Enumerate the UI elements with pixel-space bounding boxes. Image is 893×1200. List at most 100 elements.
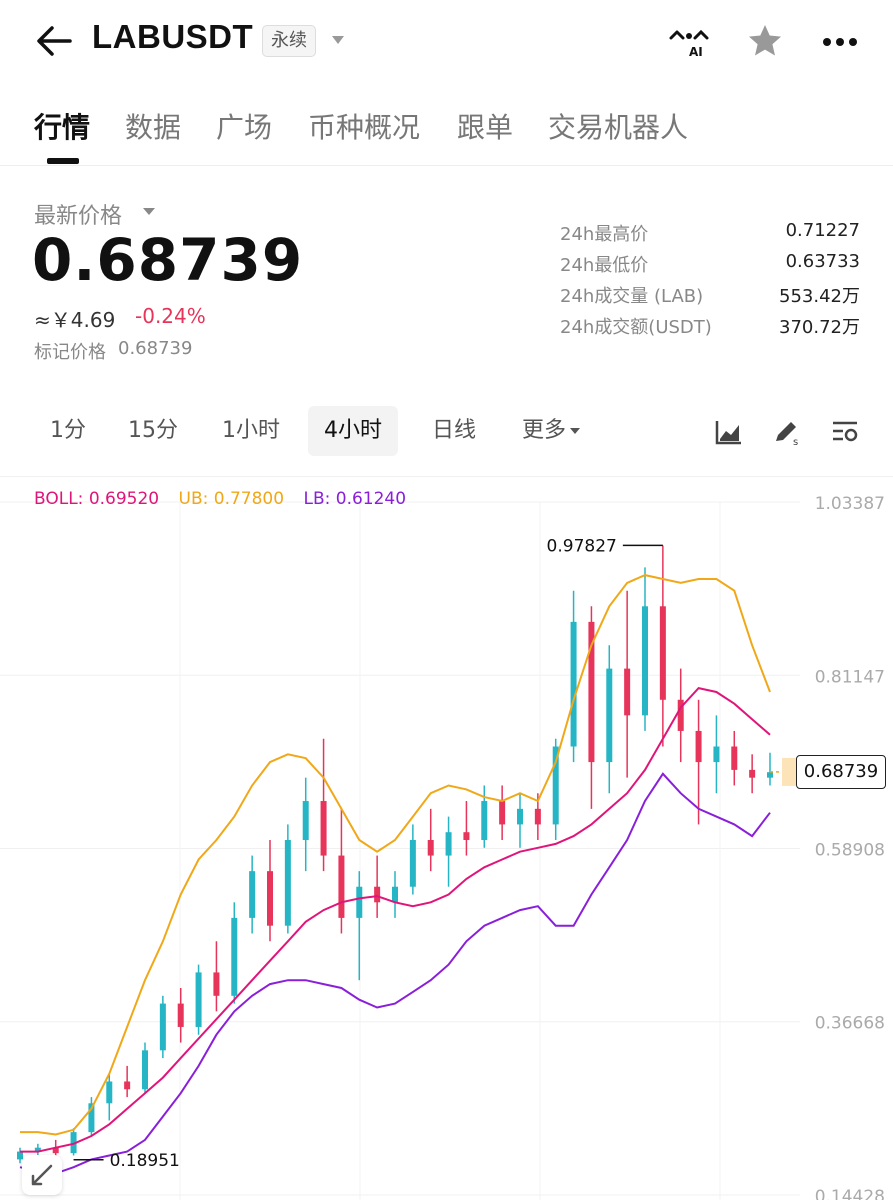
symbol-title[interactable]: LABUSDT: [92, 18, 254, 55]
candle-body: [284, 839, 291, 926]
stat-row: 24h成交量 (LAB) 553.42万: [560, 282, 860, 313]
candle-body: [427, 839, 434, 856]
candle-body: [302, 801, 309, 840]
candle-body: [70, 1132, 77, 1154]
tab-data[interactable]: 数据: [125, 111, 182, 144]
tab-market[interactable]: 行情: [34, 111, 91, 144]
tab-coin-overview[interactable]: 币种概况: [308, 111, 421, 144]
candle-body: [606, 668, 613, 763]
price-chart[interactable]: 1.03387 0.81147 0.58908 0.36668 0.14428 0.978…: [0, 476, 893, 1200]
stat-value: 553.42万: [779, 286, 860, 307]
candle-body: [570, 621, 577, 747]
stat-label: 24h最高价: [560, 224, 649, 245]
boll-upper-value: UB: 0.77800: [178, 489, 285, 509]
candle-body: [445, 832, 452, 856]
candle-body: [642, 606, 648, 716]
candle-body: [124, 1081, 131, 1090]
candle-body: [659, 606, 666, 700]
main-tabs: 行情 数据 广场 币种概况 跟单 交易机器人: [0, 96, 893, 166]
mark-price-label: 标记价格: [34, 342, 106, 363]
stat-row: 24h最高价 0.71227: [560, 220, 860, 251]
chart-settings-icon[interactable]: [830, 417, 860, 447]
ai-assistant-icon[interactable]: AI: [667, 28, 713, 58]
stat-row: 24h成交额(USDT) 370.72万: [560, 313, 860, 344]
price-type-caret-icon[interactable]: [143, 208, 155, 215]
tab-copy-trading[interactable]: 跟单: [457, 111, 514, 144]
stat-label: 24h最低价: [560, 255, 649, 276]
candle-body: [338, 855, 345, 918]
stat-value: 370.72万: [779, 317, 860, 338]
candle-body: [552, 746, 559, 825]
candle-body: [52, 1147, 59, 1154]
tab-trading-bots[interactable]: 交易机器人: [548, 111, 689, 144]
timeframe-1m[interactable]: 1分: [50, 418, 86, 443]
candle-body: [695, 730, 702, 763]
timeframe-4h[interactable]: 4小时: [308, 406, 398, 456]
timeframe-1d[interactable]: 日线: [432, 418, 477, 443]
svg-text:s: s: [793, 437, 798, 447]
candle-body: [731, 746, 738, 770]
favorite-star-icon[interactable]: [746, 22, 784, 60]
stat-label: 24h成交量 (LAB): [560, 286, 704, 307]
candle-body: [624, 668, 631, 716]
candle-body: [481, 801, 488, 840]
drawing-tools-icon[interactable]: s: [772, 417, 802, 447]
last-price: 0.68739: [32, 226, 304, 294]
candle-body: [463, 832, 470, 840]
active-tab-indicator: [47, 158, 79, 164]
boll-upper-line: [20, 574, 771, 1136]
candle-body: [534, 808, 541, 825]
boll-lower-line: [19, 772, 771, 1175]
mark-price-value: 0.68739: [118, 338, 193, 359]
symbol-dropdown-caret-icon[interactable]: [332, 36, 344, 44]
current-price-marker: [782, 757, 796, 786]
candle-body: [17, 1151, 23, 1160]
stat-value: 0.71227: [785, 220, 860, 241]
timeframe-more[interactable]: 更多: [506, 406, 596, 456]
max-price-marker: 0.97827: [547, 536, 617, 556]
candle-body: [320, 801, 327, 856]
candle-body: [517, 808, 523, 825]
stat-value: 0.63733: [785, 251, 860, 272]
svg-text:AI: AI: [689, 45, 703, 58]
y-axis-tick-label: 0.14428: [815, 1187, 885, 1200]
contract-type-badge: 永续: [262, 25, 316, 57]
candle-body: [392, 886, 398, 903]
y-axis-tick-label: 1.03387: [815, 494, 885, 514]
boll-mid-value: BOLL: 0.69520: [34, 489, 160, 509]
candle-body: [499, 801, 506, 825]
timeframe-15m[interactable]: 15分: [128, 418, 178, 443]
candle-body: [34, 1147, 41, 1152]
candle-body: [356, 886, 363, 918]
candle-body: [249, 871, 256, 918]
chevron-down-icon: [570, 428, 581, 434]
candle-body: [713, 746, 720, 763]
candlestick-chart[interactable]: 1.03387 0.81147 0.58908 0.36668 0.14428 0.978…: [0, 477, 893, 1200]
price-change-percent: -0.24%: [135, 304, 206, 328]
stat-row: 24h最低价 0.63733: [560, 251, 860, 282]
y-axis-tick-label: 0.36668: [815, 1014, 885, 1034]
latest-price-label[interactable]: 最新价格: [34, 204, 123, 229]
candle-body: [374, 886, 381, 903]
y-axis-tick-label: 0.81147: [815, 667, 885, 687]
boll-legend: BOLL: 0.69520 UB: 0.77800 LB: 0.61240: [34, 489, 420, 509]
tab-square[interactable]: 广场: [216, 111, 273, 144]
24h-stats: 24h最高价 0.71227 24h最低价 0.63733 24h成交量 (LA…: [560, 220, 860, 344]
boll-lower-value: LB: 0.61240: [303, 489, 407, 509]
candle-body: [177, 1003, 184, 1027]
boll-mid-line: [20, 687, 771, 1153]
candle-body: [588, 621, 595, 763]
candle-body: [267, 871, 273, 926]
chart-type-icon[interactable]: [714, 417, 744, 447]
candle-body: [213, 972, 220, 996]
back-arrow-icon[interactable]: [34, 24, 74, 58]
candle-body: [749, 769, 756, 778]
timeframe-1h[interactable]: 1小时: [222, 418, 280, 443]
min-price-marker: 0.18951: [110, 1151, 180, 1171]
stat-label: 24h成交额(USDT): [560, 317, 712, 338]
candle-body: [159, 1003, 166, 1051]
expand-chart-icon[interactable]: [22, 1155, 62, 1195]
cny-price: ≈￥4.69: [34, 308, 116, 332]
candle-body: [142, 1050, 148, 1090]
more-options-icon[interactable]: [822, 37, 858, 47]
